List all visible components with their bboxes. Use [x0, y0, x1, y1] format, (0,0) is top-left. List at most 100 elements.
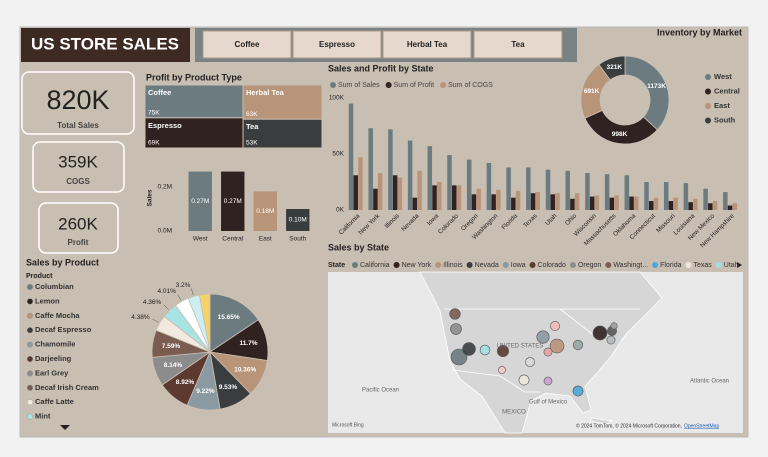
slicer-button[interactable]: [292, 30, 382, 59]
kpi-label: Profit: [68, 238, 89, 247]
bar: [407, 140, 413, 210]
slicer-label: Tea: [511, 40, 525, 49]
legend-swatch: [27, 413, 33, 420]
bar: [496, 189, 501, 210]
tile-label: Tea: [246, 122, 259, 131]
bar: [530, 193, 536, 210]
pie-value-label: 9.53%: [219, 384, 238, 391]
legend-label: Mint: [35, 412, 51, 421]
donut-slice: [598, 55, 626, 81]
legend-swatch: [27, 312, 33, 319]
bar: [368, 128, 373, 210]
kpi-label: COGS: [66, 177, 90, 186]
border: [451, 369, 540, 393]
bar: [550, 194, 555, 210]
legend-label: Iowa: [511, 262, 526, 269]
donut-slice: [624, 55, 670, 131]
bar: [614, 195, 619, 210]
bar: [609, 197, 615, 210]
legend-label: Decaf Espresso: [35, 325, 92, 334]
pie-value-label: 15.65%: [218, 314, 240, 321]
legend-arrow[interactable]: [737, 262, 742, 268]
slicer-label: Coffee: [235, 40, 260, 49]
map-bubble: [610, 322, 618, 330]
legend-label: West: [714, 72, 732, 81]
x-tick-label: Central: [222, 236, 244, 243]
bar: [653, 197, 659, 210]
y-tick-label: 0.2M: [158, 184, 172, 191]
donut-value-label: 1173K: [647, 83, 666, 90]
legend-swatch: [705, 103, 711, 109]
legend-label: Florida: [660, 262, 682, 269]
bar: [476, 188, 481, 210]
legend-label: New York: [402, 262, 432, 269]
treemap-tile: [144, 117, 244, 149]
tile-label: Herbal Tea: [246, 88, 285, 97]
bar: [392, 175, 398, 210]
bar: [427, 146, 433, 210]
map-bubble: [518, 374, 530, 386]
map-bubble: [525, 357, 535, 367]
bar: [358, 157, 363, 210]
legend-label: Washingt...: [613, 262, 648, 269]
kpi-label: Total Sales: [57, 121, 99, 130]
tile-label: Coffee: [148, 88, 171, 97]
bar: [447, 155, 452, 210]
map-bubble: [572, 339, 584, 351]
legend-swatch: [385, 82, 392, 88]
legend-label: Columbian: [35, 282, 74, 291]
legend-label: Utah: [724, 262, 739, 269]
tile-value: 53K: [246, 140, 258, 147]
map-bubble: [543, 347, 553, 357]
bar: [644, 182, 649, 210]
bar: [727, 205, 733, 210]
legend-swatch: [27, 327, 33, 334]
slicer-label: Espresso: [319, 40, 355, 49]
map-bubble: [536, 330, 550, 344]
map-bubble: [462, 342, 476, 356]
bar-value-label: 0.18M: [256, 208, 274, 215]
map-bubble: [549, 338, 565, 354]
map-label: Atlantic Ocean: [690, 379, 729, 385]
slicer-button[interactable]: [473, 30, 563, 59]
bar-value-label: 0.27M: [224, 198, 242, 205]
legend-swatch: [27, 341, 33, 348]
slicer-button[interactable]: [202, 30, 292, 59]
map-bubble: [592, 325, 608, 341]
pie-value-label: 4.38%: [131, 314, 150, 321]
legend-label: Oregon: [578, 262, 601, 269]
legend-swatch: [705, 117, 711, 124]
map-bubble: [496, 344, 510, 358]
bar: [412, 197, 418, 210]
legend-swatch: [502, 262, 509, 268]
bar: [417, 170, 422, 210]
legend-swatch: [27, 298, 33, 305]
pie-slice: [209, 293, 259, 353]
bar: [693, 198, 698, 210]
scroll-arrow[interactable]: [60, 425, 70, 430]
pie-value-label: 11.7%: [239, 340, 257, 347]
bar: [373, 188, 378, 210]
y-tick-label: 100K: [329, 95, 345, 102]
bar: [526, 167, 531, 210]
pie-value-label: 3.2%: [176, 282, 191, 289]
legend-label: Earl Grey: [35, 368, 69, 377]
kpi-value: 260K: [58, 214, 98, 233]
legend-label: Sum of Sales: [338, 82, 380, 89]
pie-value-label: 7.59%: [162, 343, 181, 350]
attribution-link[interactable]: OpenStreetMap: [684, 423, 720, 429]
slicer-button[interactable]: [382, 30, 472, 59]
bar: [703, 188, 708, 210]
map-label: Gulf of Mexico: [529, 400, 568, 406]
legend-label: Chamomile: [35, 340, 75, 349]
tile-value: 63K: [246, 111, 258, 118]
legend-swatch: [393, 262, 400, 268]
x-tick-label: East: [259, 236, 272, 243]
legend-label: Texas: [694, 262, 713, 269]
bar: [545, 169, 551, 210]
legend-swatch: [715, 262, 722, 268]
bar: [663, 182, 669, 210]
bar: [456, 185, 462, 210]
map-bubble: [479, 344, 491, 356]
y-tick-label: 0K: [336, 207, 345, 214]
